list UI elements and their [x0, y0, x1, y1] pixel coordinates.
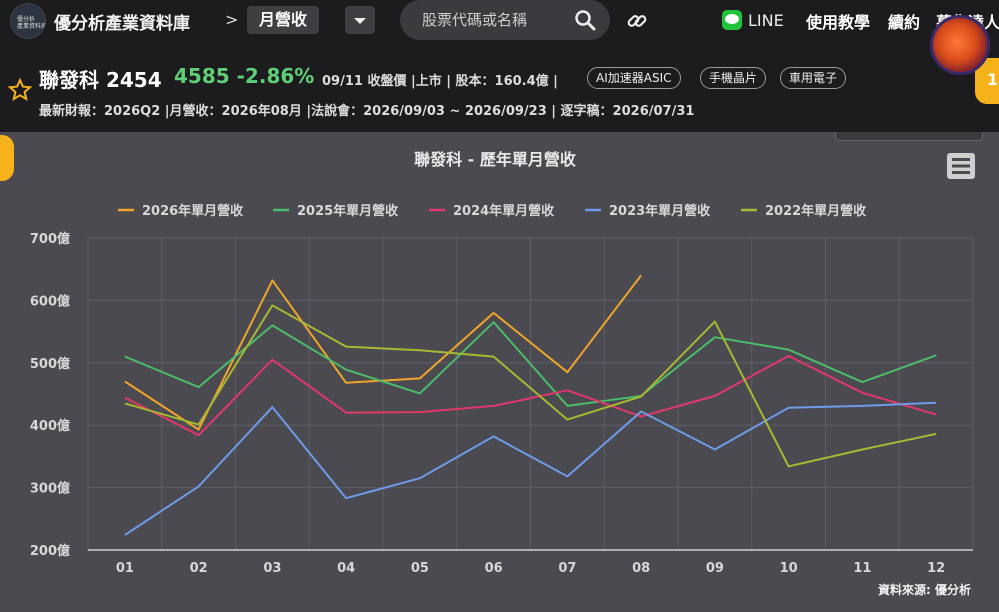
stock-price-change: 4585 -2.86%: [174, 64, 315, 88]
x-tick-label: 06: [485, 561, 503, 576]
y-tick-label: 500億: [30, 356, 70, 372]
revenue-chart: 聯發科 - 歷年單月營收 2026年單月營收 2025年單月營收 2024年單月營收…: [30, 150, 974, 597]
left-side-tab[interactable]: [0, 135, 14, 181]
legend-item[interactable]: 2026年單月營收: [118, 203, 244, 219]
stock-info-bar: 聯發科 2454 4585 -2.86% 09/11 收盤價 |上市 | 股本：…: [0, 42, 999, 132]
x-tick-label: 03: [263, 561, 281, 576]
breadcrumb-separator: >: [225, 10, 239, 29]
logo-text: 優分析 產業資料庫: [17, 16, 46, 30]
top-bar: 優分析 產業資料庫 優分析產業資料庫 > 月營收 LINE 使用教學 續約 募集…: [0, 0, 999, 42]
stock-dates-info: 最新財報：2026Q2 |月營收：2026年08月 |法說會：2026/09/0…: [39, 104, 695, 119]
site-title[interactable]: 優分析產業資料庫: [54, 14, 190, 34]
x-tick-label: 04: [337, 561, 355, 576]
stock-meta: 09/11 收盤價 |上市 | 股本：160.4億 |: [322, 74, 558, 89]
chart-tab-group[interactable]: [835, 132, 983, 141]
x-tick-label: 11: [853, 561, 871, 576]
page-dropdown-button[interactable]: [345, 6, 375, 34]
site-logo[interactable]: 優分析 產業資料庫: [10, 3, 46, 39]
series-line[interactable]: [124, 321, 937, 407]
x-tick-label: 10: [780, 561, 798, 576]
chart-source: 資料來源: 優分析: [878, 582, 971, 597]
avatar[interactable]: [930, 15, 990, 75]
legend-item[interactable]: 2022年單月營收: [741, 203, 867, 219]
tag-auto-electronics[interactable]: 車用電子: [780, 67, 847, 89]
y-tick-label: 200億: [30, 543, 70, 559]
nav-renew[interactable]: 續約: [888, 13, 921, 32]
star-icon[interactable]: [8, 78, 32, 102]
legend-label: 2023年單月營收: [609, 203, 711, 219]
nav-tutorial[interactable]: 使用教學: [806, 13, 871, 32]
y-tick-label: 400億: [30, 418, 70, 434]
link-icon[interactable]: [626, 10, 648, 32]
legend-label: 2024年單月營收: [453, 203, 555, 219]
series-line[interactable]: [124, 354, 937, 437]
search-icon[interactable]: [574, 9, 596, 31]
tag-ai-asic[interactable]: AI加速器ASIC: [587, 67, 681, 89]
legend-label: 2026年單月營收: [142, 203, 244, 219]
legend-item[interactable]: 2025年單月營收: [273, 203, 399, 219]
x-tick-label: 08: [632, 561, 650, 576]
legend-item[interactable]: 2023年單月營收: [585, 203, 711, 219]
chart-title: 聯發科 - 歷年單月營收: [414, 150, 576, 169]
series-line[interactable]: [124, 304, 937, 468]
y-axis: 200億 300億 400億 500億 600億 700億: [30, 231, 70, 559]
search-input[interactable]: [400, 0, 610, 40]
y-tick-label: 600億: [30, 293, 70, 309]
x-tick-label: 07: [558, 561, 576, 576]
series-line[interactable]: [124, 401, 937, 536]
chart-grid: [87, 237, 974, 551]
nav-line[interactable]: LINE: [748, 11, 784, 30]
legend-label: 2022年單月營收: [765, 203, 867, 219]
chart-series: [124, 274, 937, 536]
current-page-button[interactable]: 月營收: [247, 6, 320, 34]
x-tick-label: 09: [706, 561, 724, 576]
stock-name: 聯發科 2454: [39, 68, 162, 92]
x-tick-label: 12: [927, 561, 945, 576]
chart-menu-icon[interactable]: [947, 153, 975, 179]
legend-item[interactable]: 2024年單月營收: [429, 203, 555, 219]
tag-mobile-chip[interactable]: 手機晶片: [700, 67, 767, 89]
x-tick-label: 05: [411, 561, 429, 576]
y-tick-label: 700億: [30, 231, 70, 247]
side-badge-count: 1: [987, 70, 999, 89]
x-tick-label: 02: [190, 561, 208, 576]
chart-legend: 2026年單月營收 2025年單月營收 2024年單月營收 2023年單月營收 2022…: [118, 203, 867, 219]
x-tick-label: 01: [116, 561, 134, 576]
x-axis: 01 02 03 04 05 06 07 08 09 10 11 12: [116, 561, 945, 576]
line-icon[interactable]: [722, 10, 742, 30]
legend-label: 2025年單月營收: [297, 203, 399, 219]
y-tick-label: 300億: [30, 481, 70, 497]
